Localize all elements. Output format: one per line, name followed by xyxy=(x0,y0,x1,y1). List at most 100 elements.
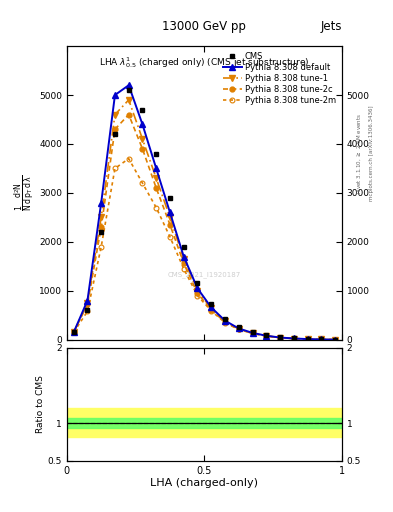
Pythia 8.308 default xyxy=(85,297,90,304)
Pythia 8.308 default xyxy=(113,92,118,98)
Pythia 8.308 tune-1 xyxy=(222,318,227,325)
Pythia 8.308 tune-2m xyxy=(209,308,214,314)
Pythia 8.308 default xyxy=(250,330,255,336)
Line: Pythia 8.308 tune-2m: Pythia 8.308 tune-2m xyxy=(71,156,338,342)
Pythia 8.308 tune-2c xyxy=(99,224,104,230)
Pythia 8.308 default xyxy=(333,336,338,343)
Pythia 8.308 tune-2c xyxy=(305,336,310,342)
Pythia 8.308 tune-2c xyxy=(72,329,76,335)
Pythia 8.308 tune-2c xyxy=(140,146,145,152)
Pythia 8.308 tune-2m xyxy=(99,244,104,250)
Pythia 8.308 tune-1 xyxy=(72,329,76,335)
Pythia 8.308 tune-1 xyxy=(140,136,145,142)
CMS xyxy=(209,302,214,308)
Pythia 8.308 tune-2c xyxy=(85,302,90,308)
Pythia 8.308 tune-2m xyxy=(305,336,310,342)
Pythia 8.308 tune-2m xyxy=(72,329,76,335)
Pythia 8.308 tune-1 xyxy=(154,175,159,181)
Pythia 8.308 tune-1 xyxy=(292,335,296,342)
Pythia 8.308 default xyxy=(72,329,76,335)
Pythia 8.308 tune-2m xyxy=(127,156,131,162)
CMS xyxy=(222,316,227,322)
Pythia 8.308 tune-2c xyxy=(154,185,159,191)
Pythia 8.308 tune-1 xyxy=(209,305,214,311)
CMS xyxy=(72,329,76,335)
Pythia 8.308 tune-2c xyxy=(237,326,241,332)
CMS xyxy=(85,307,90,313)
Line: CMS: CMS xyxy=(71,88,338,342)
Bar xyxy=(67,418,342,429)
Pythia 8.308 tune-2m xyxy=(113,165,118,172)
Pythia 8.308 tune-1 xyxy=(113,112,118,118)
Pythia 8.308 tune-2m xyxy=(222,319,227,326)
Text: LHA $\lambda^{1}_{0.5}$ (charged only) (CMS jet substructure): LHA $\lambda^{1}_{0.5}$ (charged only) (… xyxy=(99,55,310,70)
Pythia 8.308 tune-2c xyxy=(127,112,131,118)
Pythia 8.308 default xyxy=(237,326,241,332)
Pythia 8.308 tune-1 xyxy=(127,97,131,103)
Pythia 8.308 tune-1 xyxy=(305,336,310,342)
CMS xyxy=(195,281,200,287)
Pythia 8.308 tune-2c xyxy=(113,126,118,132)
Pythia 8.308 default xyxy=(305,336,310,342)
Pythia 8.308 tune-2c xyxy=(195,290,200,296)
Pythia 8.308 tune-1 xyxy=(195,288,200,294)
CMS xyxy=(154,151,159,157)
Pythia 8.308 default xyxy=(154,165,159,172)
Pythia 8.308 tune-2c xyxy=(292,335,296,342)
Pythia 8.308 tune-2c xyxy=(222,319,227,325)
CMS xyxy=(292,335,296,342)
CMS xyxy=(140,106,145,113)
Pythia 8.308 tune-1 xyxy=(85,300,90,306)
CMS xyxy=(113,131,118,137)
Text: Rivet 3.1.10, $\geq$ 2.6M events: Rivet 3.1.10, $\geq$ 2.6M events xyxy=(356,113,364,194)
CMS xyxy=(99,229,104,235)
Pythia 8.308 default xyxy=(168,209,173,216)
Pythia 8.308 default xyxy=(209,304,214,310)
Text: Jets: Jets xyxy=(320,20,342,33)
Pythia 8.308 tune-2c xyxy=(168,222,173,228)
Pythia 8.308 tune-2m xyxy=(140,180,145,186)
CMS xyxy=(305,336,310,342)
Pythia 8.308 default xyxy=(195,285,200,291)
Pythia 8.308 tune-2m xyxy=(292,335,296,342)
Text: mcplots.cern.ch [arXiv:1306.3436]: mcplots.cern.ch [arXiv:1306.3436] xyxy=(369,106,374,201)
CMS xyxy=(182,244,186,250)
Pythia 8.308 default xyxy=(264,333,269,339)
Pythia 8.308 tune-2m xyxy=(182,266,186,272)
Text: 13000 GeV pp: 13000 GeV pp xyxy=(162,20,246,33)
Pythia 8.308 tune-1 xyxy=(168,215,173,221)
Pythia 8.308 tune-2m xyxy=(154,204,159,210)
CMS xyxy=(250,329,255,335)
Pythia 8.308 default xyxy=(182,253,186,260)
Y-axis label: $\mathregular{\frac{1}{N}\frac{d^{2}N}{d\,p_{T}\,d\,\lambda}}$: $\mathregular{\frac{1}{N}\frac{d^{2}N}{d… xyxy=(13,175,36,211)
Pythia 8.308 tune-2c xyxy=(333,336,338,343)
Text: CMS_2021_I1920187: CMS_2021_I1920187 xyxy=(168,272,241,279)
Pythia 8.308 tune-1 xyxy=(237,326,241,332)
Pythia 8.308 default xyxy=(140,121,145,127)
Pythia 8.308 tune-1 xyxy=(99,215,104,221)
Pythia 8.308 tune-2m xyxy=(195,293,200,299)
Pythia 8.308 tune-2m xyxy=(85,308,90,314)
Pythia 8.308 tune-2m xyxy=(319,336,324,343)
Pythia 8.308 tune-2m xyxy=(237,326,241,332)
Pythia 8.308 default xyxy=(292,335,296,342)
Pythia 8.308 tune-2c xyxy=(278,335,283,341)
Y-axis label: Ratio to CMS: Ratio to CMS xyxy=(36,375,45,433)
Pythia 8.308 tune-1 xyxy=(278,334,283,340)
CMS xyxy=(127,87,131,93)
Pythia 8.308 tune-1 xyxy=(250,330,255,336)
Pythia 8.308 tune-2c xyxy=(250,330,255,336)
CMS xyxy=(237,325,241,331)
Bar xyxy=(67,408,342,437)
Pythia 8.308 default xyxy=(319,336,324,343)
Pythia 8.308 tune-2c xyxy=(209,307,214,313)
Pythia 8.308 tune-1 xyxy=(319,336,324,343)
X-axis label: LHA (charged-only): LHA (charged-only) xyxy=(151,478,258,488)
Line: Pythia 8.308 tune-1: Pythia 8.308 tune-1 xyxy=(71,97,338,343)
CMS xyxy=(264,332,269,338)
Pythia 8.308 default xyxy=(278,334,283,340)
Line: Pythia 8.308 tune-2c: Pythia 8.308 tune-2c xyxy=(71,112,338,342)
CMS xyxy=(278,334,283,340)
Pythia 8.308 default xyxy=(127,82,131,88)
Pythia 8.308 tune-1 xyxy=(264,333,269,339)
